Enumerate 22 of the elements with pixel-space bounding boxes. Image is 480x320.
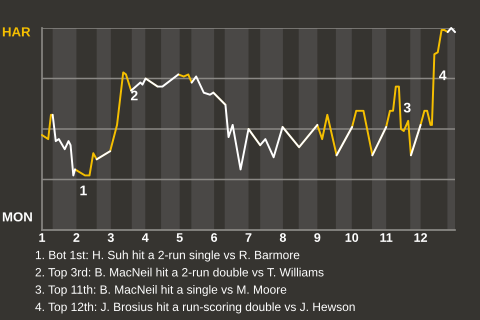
x-tick-label: 12 (414, 233, 428, 242)
annotation: 3 (404, 102, 411, 113)
x-tick-label: 1 (39, 233, 46, 242)
x-tick-label: 4 (142, 233, 149, 242)
x-tick-label: 7 (246, 233, 252, 242)
text: 3. Top 11th: B. MacNeil hit a single vs M. Moore (35, 285, 286, 296)
text: 2. Top 3rd: B. MacNeil hit a 2-run double vs T. Williams (36, 268, 324, 279)
text: 1. Bot 1st: H. Suh hit a 2-run single vs R. Barmore (36, 250, 300, 262)
annotation: 2 (130, 90, 138, 100)
x-tick-label: 5 (176, 233, 183, 242)
x-tick-label: 2 (73, 233, 80, 242)
text: MON (2, 212, 32, 222)
x-tick-label: 8 (280, 233, 286, 242)
x-tick-label: 9 (314, 233, 320, 242)
annotation: 1 (80, 186, 87, 196)
annotation: 4 (439, 70, 446, 80)
x-tick-label: 3 (108, 233, 114, 242)
x-tick-label: 6 (211, 233, 218, 242)
text: HAR (2, 27, 30, 36)
x-tick-label: 11 (380, 233, 392, 242)
x-tick-label: 10 (346, 233, 358, 242)
text: 4. Top 12th: J. Brosius hit a run-scoring double vs J. Hewson (35, 302, 355, 314)
